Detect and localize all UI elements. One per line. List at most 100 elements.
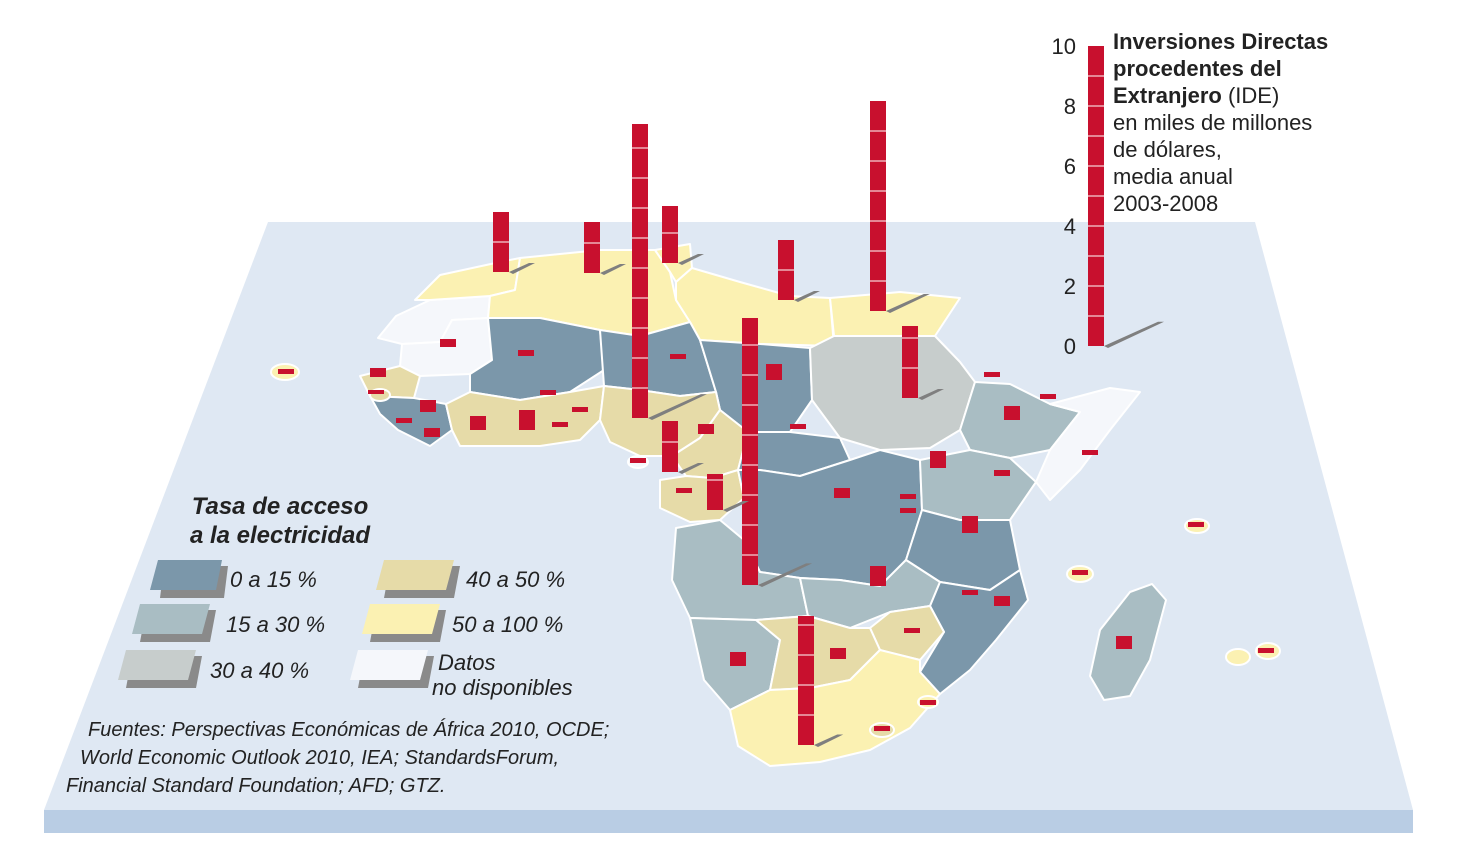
title-line-3: Extranjero (IDE): [1113, 83, 1280, 108]
marker-mozambique: [994, 596, 1010, 606]
region-drc: [737, 449, 923, 587]
fdi-bar-argelia: [584, 222, 626, 275]
scale-tick-label: 8: [1064, 94, 1076, 119]
fdi-bar-gab-n-shadow: [723, 501, 749, 512]
marker-burkina: [540, 390, 556, 395]
fdi-bar-egipto-body: [870, 101, 886, 311]
title-line-5: de dólares,: [1113, 137, 1222, 162]
legend-title-line-2: a la electricidad: [189, 522, 371, 549]
sources-line-1: Fuentes: Perspectivas Económicas de Áfri…: [88, 719, 610, 741]
title-line-1: Inversiones Directas: [1113, 29, 1329, 54]
marker-madagascar: [1116, 636, 1132, 649]
fdi-bar-egipto-shadow: [886, 293, 930, 313]
legend-label-0-15: 0 a 15 %: [230, 567, 317, 592]
fdi-bar-guinea-ecuatorial: [662, 421, 704, 474]
marker-chad: [766, 364, 782, 380]
title-line-7: 2003-2008: [1113, 191, 1219, 216]
fdi-bar-libia: [778, 240, 820, 302]
fdi-bar-marruecos-shadow: [509, 263, 535, 274]
marker-uganda: [930, 451, 946, 468]
title-line-4: en miles de millones: [1113, 110, 1313, 135]
title-line-2: procedentes del: [1113, 56, 1282, 81]
fdi-bar-angola-shadow: [758, 563, 813, 587]
fdi-bar-libia-shadow: [794, 291, 820, 302]
marker-cameroon: [698, 424, 714, 434]
region-egypt: [829, 291, 961, 337]
marker-burundi: [900, 508, 916, 513]
fdi-bar-sud-frica: [798, 616, 844, 747]
scale-tick-label: 10: [1052, 34, 1076, 59]
marker-gambia: [368, 390, 384, 394]
island-mauritius: [1225, 648, 1251, 666]
marker-sao-tome: [630, 458, 646, 463]
legend-label-nodata-1: Datos: [438, 650, 496, 675]
marker-drc: [834, 488, 850, 498]
fdi-scale-bar: [1088, 46, 1164, 348]
fdi-bar-angola-body: [742, 318, 758, 585]
fdi-bar-t-nez-shadow: [678, 254, 704, 265]
legend-label-30-40: 30 a 40 %: [210, 658, 310, 683]
fdi-bar-sud-n-body: [902, 326, 918, 398]
marker-rwanda: [900, 494, 916, 499]
sources-line-3: Financial Standard Foundation; AFD; GTZ.: [66, 775, 446, 797]
marker-car: [790, 424, 806, 429]
marker-eq-guinea-small: [676, 488, 692, 493]
legend-title-line-1: Tasa de acceso: [191, 493, 369, 520]
fdi-bar-sud-n: [902, 326, 944, 400]
marker-ethiopia: [1004, 406, 1020, 420]
map-plate-edge: [44, 810, 1413, 833]
scale-tick-label: 0: [1064, 334, 1076, 359]
marker-botswana: [830, 648, 846, 659]
region-somalia: [1035, 387, 1141, 501]
fdi-bar-angola: [742, 318, 813, 587]
fdi-scale-bar-shadow: [1104, 321, 1164, 348]
small-fdi-markers: [278, 339, 1274, 731]
legend-label-15-30: 15 a 30 %: [226, 612, 326, 637]
marker-sierra-leone: [396, 418, 412, 423]
marker-tanzania: [962, 516, 978, 533]
legend-title: Tasa de acceso a la electricidad: [150, 492, 410, 550]
marker-eritrea: [984, 372, 1000, 377]
marker-lesotho: [874, 726, 890, 731]
fdi-bar-t-nez-body: [662, 206, 678, 263]
marker-djibouti: [1040, 394, 1056, 399]
marker-ivory: [470, 416, 486, 430]
fdi-bar-sud-frica-body: [798, 616, 814, 745]
marker-malawi: [962, 590, 978, 595]
marker-somalia: [1082, 450, 1098, 455]
marker-liberia: [424, 428, 440, 437]
fdi-bar-nigeria: [632, 124, 707, 420]
marker-guinea: [420, 400, 436, 412]
marker-zambia: [870, 566, 886, 586]
fdi-bar-gab-n-body: [707, 474, 723, 510]
marker-comoros: [1188, 522, 1204, 527]
fdi-bar-t-nez: [662, 206, 704, 265]
marker-benin: [572, 407, 588, 412]
legend-label-nodata-2: no disponibles: [432, 675, 573, 700]
fdi-bar-guinea-ecuatorial-body: [662, 421, 678, 472]
fdi-bar-marruecos: [493, 212, 535, 274]
marker-mauritania: [440, 339, 456, 347]
marker-namibia: [730, 652, 746, 666]
fdi-scale: 10 8 6 4 2 0: [1052, 34, 1164, 359]
marker-seychelles: [1072, 570, 1088, 575]
legend-label-50-100: 50 a 100 %: [452, 612, 564, 637]
sources-note: Fuentes: Perspectivas Económicas de Áfri…: [66, 716, 609, 800]
marker-ghana: [519, 410, 535, 430]
scale-tick-label: 4: [1064, 214, 1076, 239]
fdi-bar-argelia-shadow: [600, 264, 626, 275]
fdi-bar-nigeria-body: [632, 124, 648, 418]
fdi-bar-nigeria-shadow: [648, 394, 707, 420]
marker-senegal: [370, 368, 386, 377]
fdi-bar-guinea-ecuatorial-shadow: [678, 463, 704, 474]
fdi-bar-gab-n: [707, 474, 749, 512]
marker-kenya: [994, 470, 1010, 476]
marker-zimbabwe: [904, 628, 920, 633]
africa-continent: [270, 243, 1281, 767]
fdi-scale-title: Inversiones Directas procedentes del Ext…: [1113, 28, 1413, 217]
marker-mauritius: [1258, 648, 1274, 653]
scale-tick-label: 6: [1064, 154, 1076, 179]
marker-canarias: [278, 369, 294, 374]
scale-tick-label: 2: [1064, 274, 1076, 299]
